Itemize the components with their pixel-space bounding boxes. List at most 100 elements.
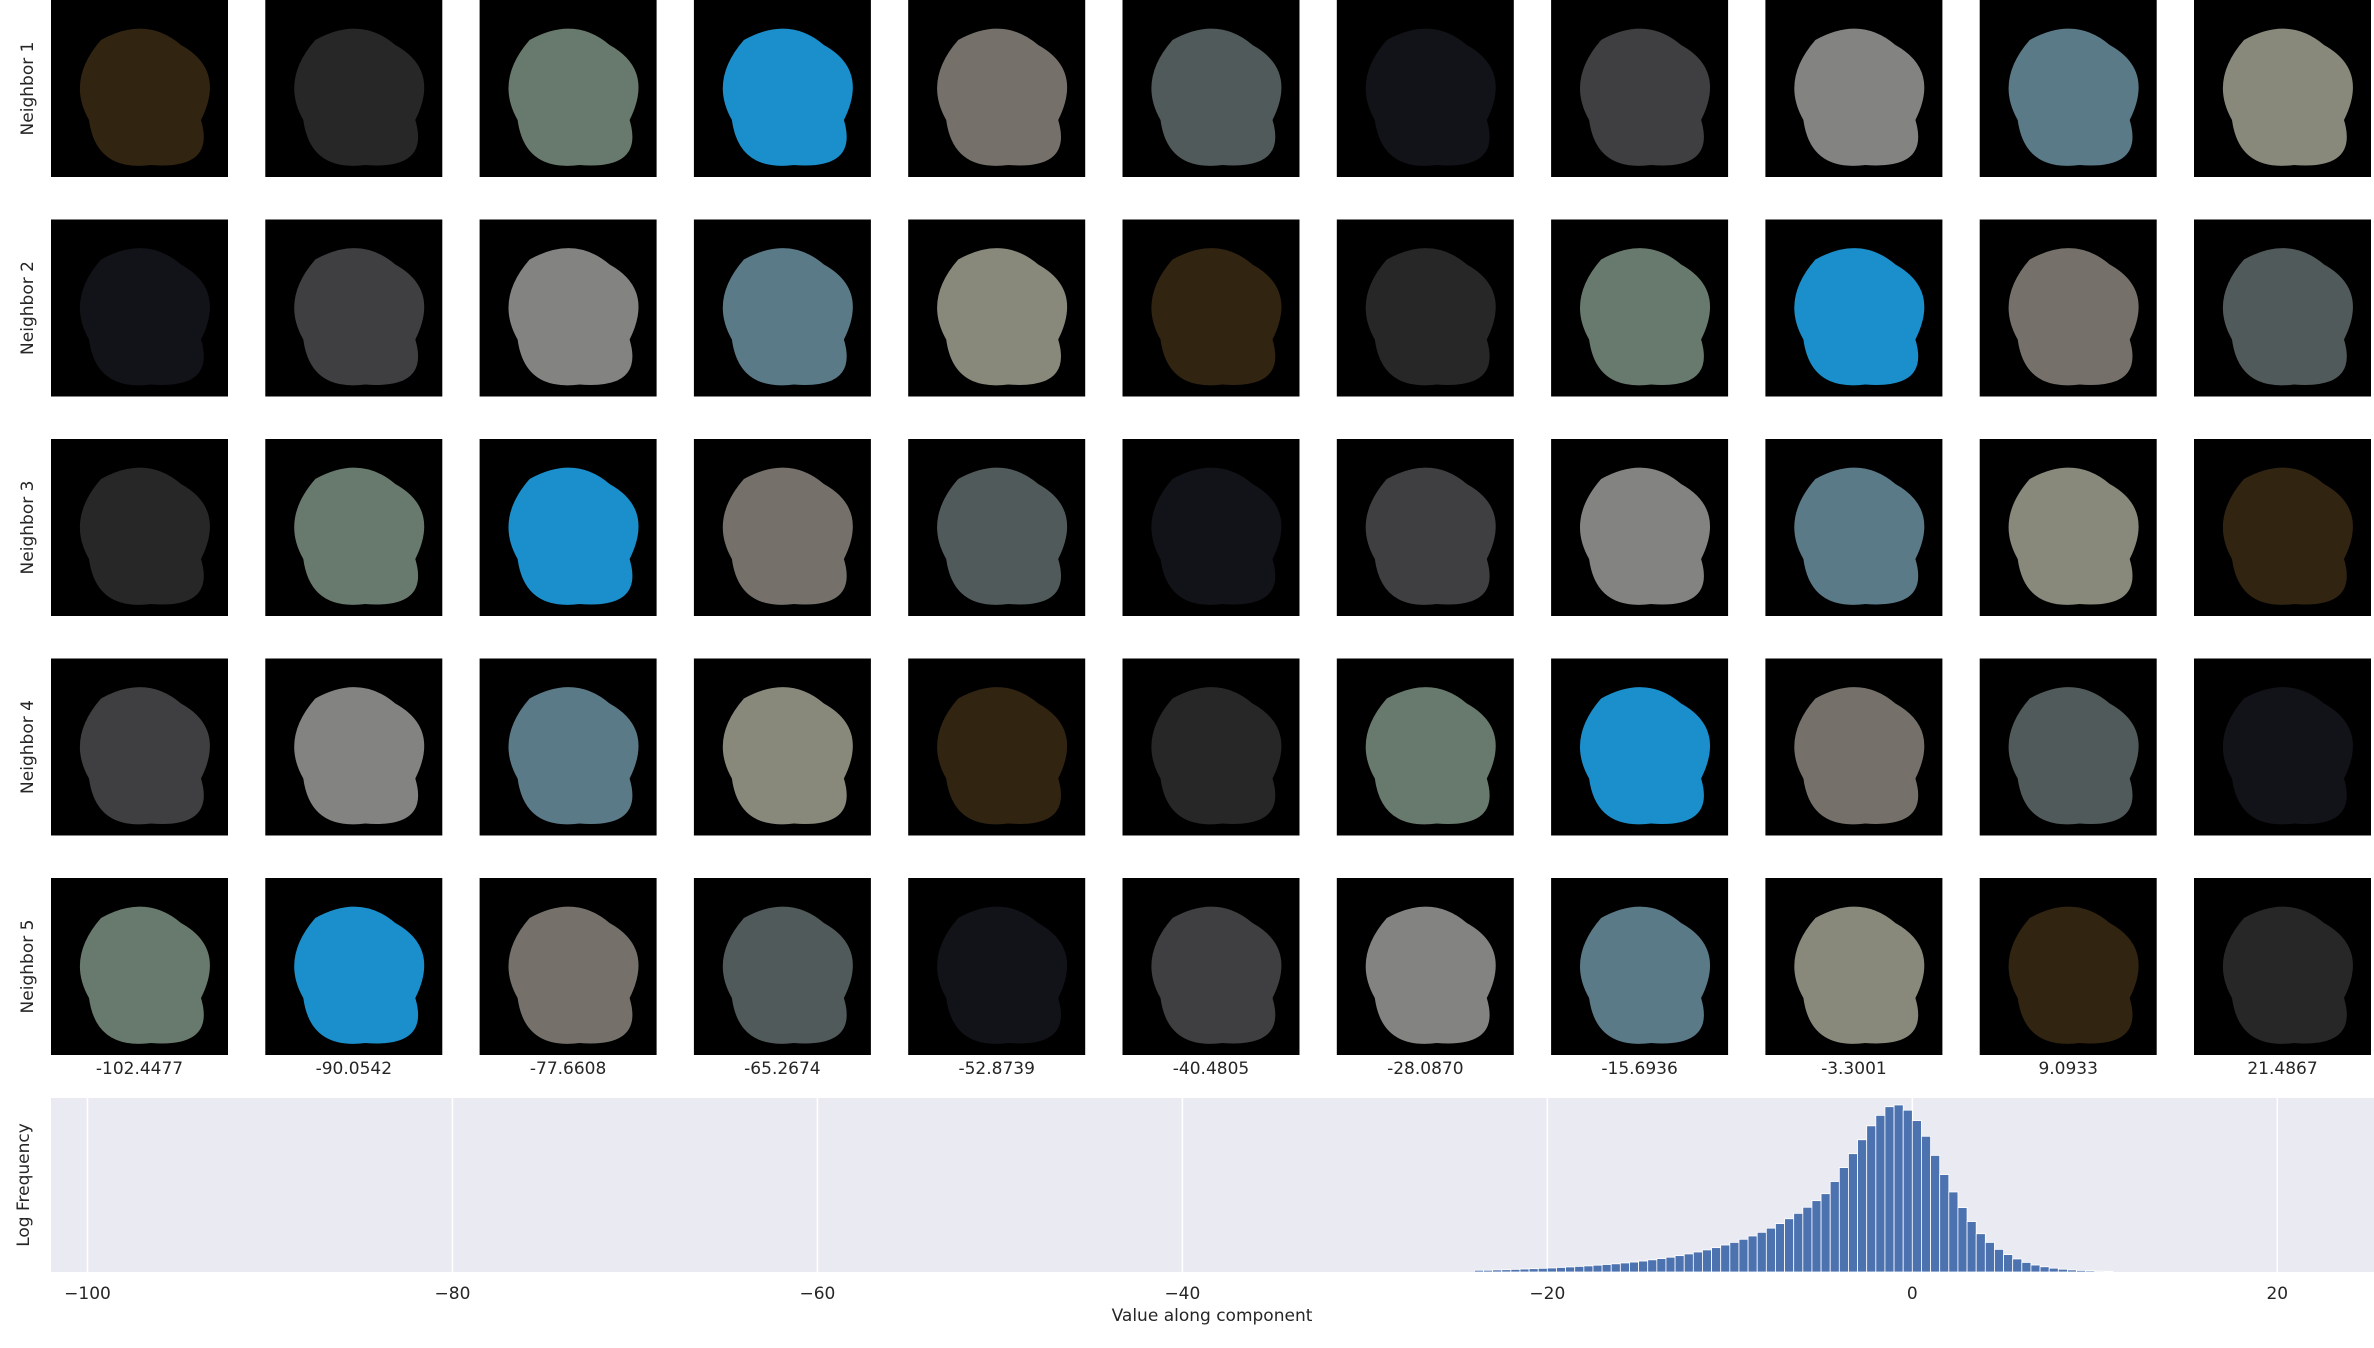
thumbnail-blob [294, 906, 425, 1044]
histogram-bar [1930, 1155, 1941, 1273]
thumbnail-blob [508, 248, 639, 386]
histogram-bar [1519, 1268, 1530, 1273]
histogram-bar [1574, 1266, 1585, 1273]
histogram-bar [2012, 1258, 2023, 1273]
column-label: -102.4477 [96, 1059, 183, 1079]
thumbnail-blob [79, 906, 210, 1044]
histogram-bar [1784, 1218, 1795, 1273]
histogram-bar [1546, 1267, 1557, 1273]
thumbnail-blob [1579, 28, 1711, 166]
thumbnail-blob [1151, 467, 1282, 605]
thumbnail-blob [1794, 687, 1925, 825]
histogram-bar [1975, 1233, 1986, 1273]
thumbnail-blob [1365, 687, 1496, 825]
x-tick-label: −20 [1529, 1284, 1565, 1304]
histogram-bar [1984, 1242, 1995, 1273]
histogram-bar [1702, 1249, 1712, 1273]
thumbnail-blob [79, 248, 210, 386]
histogram-bar [1948, 1191, 1959, 1273]
histogram-bar [1692, 1251, 1703, 1273]
histogram-bar [1601, 1264, 1612, 1273]
histogram-bar [2039, 1266, 2050, 1273]
histogram-bar [1811, 1200, 1822, 1273]
x-tick-label: −60 [799, 1284, 835, 1304]
histogram-bar [1848, 1153, 1858, 1273]
thumbnail-blob [1794, 28, 1925, 166]
thumbnail-blob [1151, 687, 1282, 825]
thumbnail-blob [2222, 687, 2353, 825]
thumbnail-blob [2222, 906, 2353, 1044]
histogram-bar [1829, 1181, 1840, 1273]
histogram-bar [1765, 1227, 1776, 1273]
thumbnail-blob [722, 687, 853, 825]
x-axis-label: Value along component [1112, 1306, 1313, 1326]
histogram-bar [2030, 1264, 2041, 1273]
histogram-bar [1556, 1267, 1567, 1273]
histogram-bar [1738, 1238, 1749, 1273]
histogram-bar [2094, 1270, 2105, 1273]
column-label: -52.8739 [958, 1059, 1034, 1079]
thumbnail-blob [1365, 906, 1496, 1044]
histogram-bar [1802, 1206, 1813, 1273]
histogram-bar [1665, 1256, 1676, 1273]
thumbnail-blob [2008, 28, 2139, 166]
column-label: -15.6936 [1601, 1059, 1677, 1079]
thumbnail-blob [508, 467, 639, 605]
thumbnail-blob [1365, 248, 1496, 386]
column-label: -65.2674 [744, 1059, 820, 1079]
thumbnail-blob [79, 467, 210, 605]
histogram-bar [1838, 1167, 1849, 1273]
column-label: -28.0870 [1387, 1059, 1463, 1079]
histogram-bar [1647, 1259, 1658, 1273]
thumbnail-blob [1151, 28, 1282, 166]
thumbnail-blob [937, 248, 1068, 386]
thumbnail-blob [2008, 687, 2139, 825]
column-label: -40.4805 [1173, 1059, 1249, 1079]
histogram-bar [1893, 1104, 1904, 1273]
x-tick-label: −40 [1164, 1284, 1200, 1304]
histogram-bar [1793, 1212, 1804, 1273]
histogram-bar [1565, 1266, 1576, 1273]
column-label: 21.4867 [2247, 1059, 2317, 1079]
thumbnail-blob [1365, 467, 1496, 605]
row-label: Neighbor 3 [18, 481, 38, 575]
histogram-bar [1902, 1109, 1913, 1273]
thumbnail-blob [1579, 687, 1711, 825]
histogram-bar [1492, 1269, 1503, 1273]
thumbnail-blob [1151, 248, 1282, 386]
thumbnail-blob [1794, 906, 1925, 1044]
histogram-bar [1473, 1269, 1484, 1273]
thumbnail-blob [294, 687, 425, 825]
histogram-bar [1619, 1262, 1630, 1273]
histogram-bar [1501, 1269, 1512, 1273]
thumbnail-blob [294, 28, 425, 166]
x-tick-label: −100 [64, 1284, 111, 1304]
histogram-bar [2003, 1254, 2014, 1273]
histogram-bar [1683, 1253, 1694, 1273]
histogram-bar [1820, 1193, 1831, 1273]
thumbnail-blob [79, 687, 210, 825]
column-label: 9.0933 [2038, 1059, 2097, 1079]
histogram-bar [1994, 1248, 2004, 1273]
histogram-bar [1775, 1223, 1785, 1273]
thumbnail-blob [294, 248, 425, 386]
histogram-bar [2048, 1267, 2059, 1273]
thumbnail-blob [2222, 467, 2353, 605]
thumbnail-blob [2222, 248, 2353, 386]
x-tick-label: 20 [2266, 1284, 2288, 1304]
histogram-bar [2021, 1262, 2032, 1273]
thumbnail-blob [2008, 906, 2139, 1044]
histogram-bar [1483, 1269, 1494, 1273]
thumbnail-blob [2008, 467, 2139, 605]
histogram-bar [1592, 1264, 1603, 1273]
thumbnail-blob [1794, 248, 1925, 386]
row-label: Neighbor 4 [18, 700, 38, 794]
thumbnail-blob [937, 28, 1068, 166]
thumbnail-blob [1794, 467, 1925, 605]
row-label: Neighbor 5 [18, 920, 38, 1014]
thumbnail-blob [722, 28, 853, 166]
x-tick-label: 0 [1907, 1284, 1918, 1304]
thumbnail-blob [508, 687, 639, 825]
histogram-bar [1966, 1221, 1977, 1273]
